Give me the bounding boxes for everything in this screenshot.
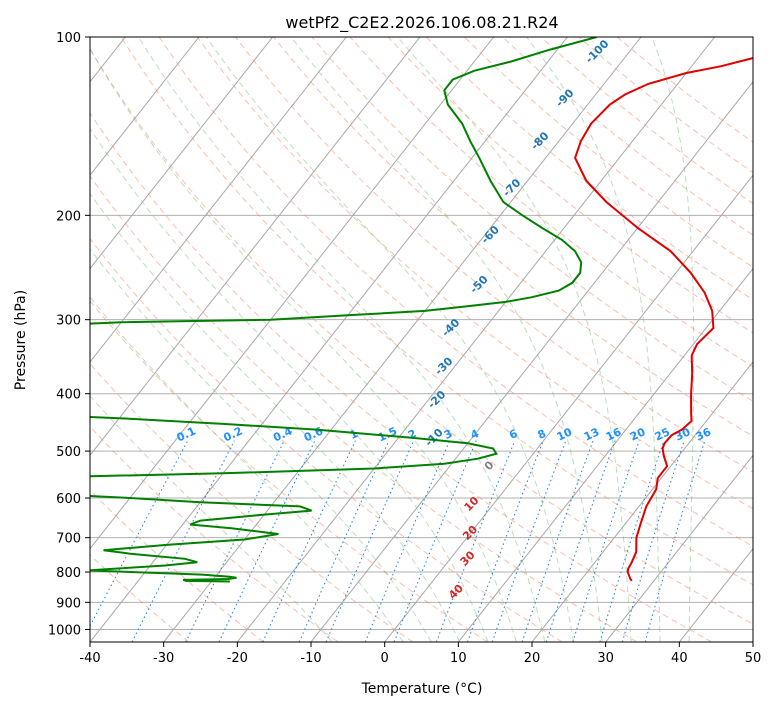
x-tick-label: 0 — [381, 651, 389, 666]
chart-title: wetPf2_C2E2.2026.106.08.21.R24 — [285, 13, 558, 33]
moist-adiabat-line — [651, 37, 695, 642]
dry-adiabat-line — [235, 37, 753, 473]
x-tick-label: -20 — [227, 651, 248, 666]
dry-adiabat-line — [90, 362, 414, 642]
mixing-ratio-label: 16 — [604, 425, 624, 443]
isotherm-line — [310, 81, 753, 642]
dry-adiabat-line — [90, 175, 638, 642]
mixing-ratio-label: 36 — [694, 425, 714, 443]
y-tick-label: 1000 — [48, 623, 81, 638]
mixing-ratio-line — [131, 440, 235, 642]
y-tick-label: 600 — [56, 492, 81, 507]
mixing-ratio-lines — [90, 440, 706, 642]
x-tick-label: -30 — [153, 651, 174, 666]
dewpoint-profile-line — [90, 37, 598, 583]
mixing-ratio-label: 20 — [628, 425, 648, 443]
isotherm-line — [531, 361, 753, 642]
dry-adiabat-line — [158, 37, 753, 547]
moist-adiabat-line — [90, 48, 517, 642]
mixing-ratio-line — [467, 440, 544, 642]
mixing-ratio-line — [185, 440, 285, 642]
dry-adiabat-line — [90, 112, 712, 642]
temperature-profile-line — [574, 57, 753, 582]
x-tick-label: -40 — [79, 651, 100, 666]
moist-adiabats — [90, 37, 695, 642]
x-tick-label: 10 — [450, 651, 467, 666]
dry-adiabat-line — [90, 237, 563, 642]
x-tick-label: -10 — [300, 651, 321, 666]
isotherm-line — [90, 37, 274, 270]
dry-adiabat-line — [90, 300, 488, 642]
dry-adiabat-line — [349, 37, 753, 368]
mixing-ratio-line — [599, 440, 665, 642]
isotherm-line — [90, 37, 495, 550]
x-tick-label: 30 — [597, 651, 614, 666]
sounding-profiles — [90, 37, 753, 583]
mixing-ratio-label: 10 — [555, 425, 575, 443]
y-axis-label: Pressure (hPa) — [13, 290, 29, 390]
dry-adiabat-line — [196, 37, 753, 510]
moist-adiabat-line — [138, 37, 546, 642]
x-axis-label: Temperature (°C) — [361, 681, 483, 697]
isotherm-line — [457, 267, 753, 642]
y-tick-label: 100 — [56, 31, 81, 46]
mixing-ratio-line — [364, 440, 451, 642]
mixing-ratio-line — [491, 440, 567, 642]
mixing-ratio-label: 13 — [582, 425, 601, 443]
moist-adiabat-line — [397, 37, 632, 642]
dry-adiabat-line — [120, 37, 753, 586]
y-tick-label: 900 — [56, 596, 81, 611]
isotherms — [90, 37, 753, 642]
x-axis-ticks: -40 -30 -20 -10 0 10 20 30 40 50 — [79, 642, 761, 666]
moist-adiabat-line — [205, 37, 575, 642]
x-tick-label: 40 — [671, 651, 688, 666]
moist-adiabat-line — [90, 296, 404, 642]
isotherm-line — [90, 37, 421, 457]
isotherm-line — [605, 454, 753, 642]
isotherm-line — [90, 37, 200, 176]
mixing-ratio-line — [90, 440, 189, 628]
isotherm-line — [90, 37, 568, 642]
y-tick-label: 500 — [56, 445, 81, 460]
moist-adiabat-line — [90, 127, 489, 642]
moist-adiabat-line — [290, 37, 603, 642]
y-tick-label: 700 — [56, 532, 81, 547]
isotherm-line — [384, 174, 753, 642]
y-tick-label: 300 — [56, 314, 81, 329]
y-tick-label: 200 — [56, 209, 81, 224]
mixing-ratio-line — [572, 440, 640, 642]
mixing-ratio-label: 30 — [673, 425, 693, 443]
dry-adiabat-line — [90, 554, 190, 642]
isotherm-line — [90, 37, 347, 363]
dry-adiabat-line — [90, 47, 753, 625]
y-tick-label: 400 — [56, 388, 81, 403]
isotherm-line — [236, 37, 716, 642]
y-axis-ticks: 100 200 300 400 500 600 700 800 900 1000 — [48, 31, 90, 638]
plot-frame — [89, 36, 754, 643]
y-tick-label: 800 — [56, 566, 81, 581]
mixing-ratio-line — [218, 440, 316, 642]
mixing-ratio-line — [545, 440, 616, 642]
x-tick-label: 20 — [524, 651, 541, 666]
x-tick-label: 50 — [745, 651, 762, 666]
dry-adiabats — [90, 37, 753, 642]
isotherm-line — [163, 37, 642, 642]
mixing-ratio-line — [393, 440, 477, 642]
dry-adiabat-line — [273, 37, 753, 437]
moist-adiabat-line — [90, 192, 461, 642]
moist-adiabat-line — [90, 248, 432, 642]
mixing-ratio-line — [521, 440, 594, 642]
